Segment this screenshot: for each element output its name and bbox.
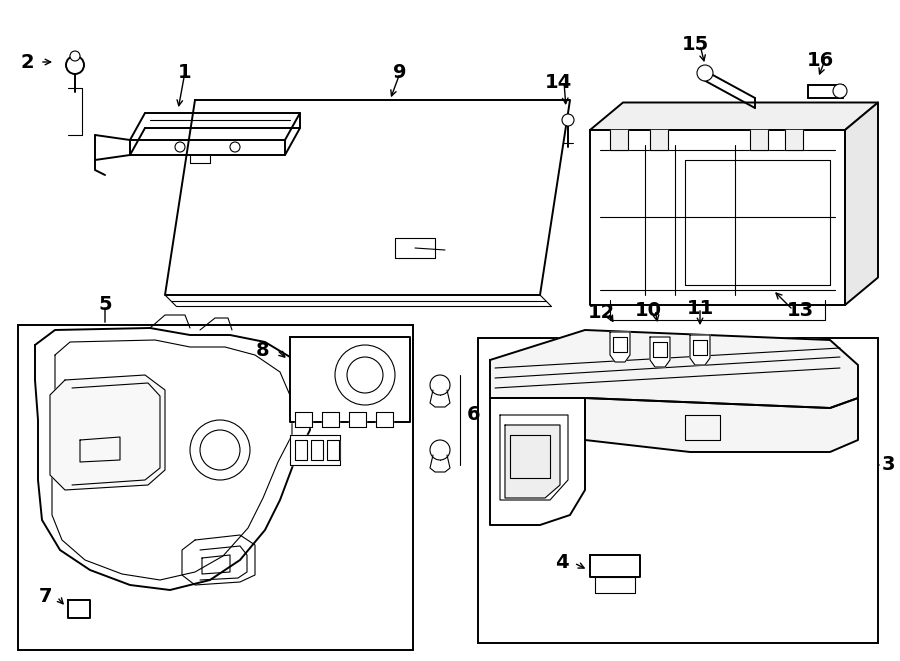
Polygon shape <box>35 328 310 590</box>
Polygon shape <box>327 440 339 460</box>
Text: 7: 7 <box>38 588 52 607</box>
Polygon shape <box>290 435 340 465</box>
Polygon shape <box>590 555 640 577</box>
Polygon shape <box>785 130 803 150</box>
Text: 12: 12 <box>588 303 615 323</box>
Circle shape <box>66 56 84 74</box>
Circle shape <box>175 142 185 152</box>
Polygon shape <box>690 335 710 365</box>
Text: 4: 4 <box>555 553 569 572</box>
Circle shape <box>335 345 395 405</box>
Polygon shape <box>610 332 630 362</box>
Text: 11: 11 <box>687 299 714 317</box>
Bar <box>478 338 878 643</box>
Polygon shape <box>585 398 858 452</box>
Polygon shape <box>130 140 285 155</box>
Text: 13: 13 <box>787 301 814 319</box>
Circle shape <box>230 142 240 152</box>
Polygon shape <box>595 577 635 593</box>
Text: 14: 14 <box>544 73 572 91</box>
Text: 10: 10 <box>634 301 662 319</box>
Polygon shape <box>376 412 393 427</box>
Circle shape <box>200 430 240 470</box>
Circle shape <box>562 114 574 126</box>
Polygon shape <box>490 330 858 408</box>
Polygon shape <box>68 600 90 618</box>
Text: 2: 2 <box>20 52 34 71</box>
Polygon shape <box>290 337 410 422</box>
Polygon shape <box>650 130 668 150</box>
Text: 5: 5 <box>98 295 112 315</box>
Polygon shape <box>650 337 670 367</box>
Circle shape <box>347 357 383 393</box>
Polygon shape <box>610 130 628 150</box>
Text: 6: 6 <box>467 405 481 424</box>
Circle shape <box>190 420 250 480</box>
Circle shape <box>430 375 450 395</box>
Circle shape <box>70 51 80 61</box>
Text: 9: 9 <box>393 63 407 83</box>
Circle shape <box>833 84 847 98</box>
Polygon shape <box>505 425 560 498</box>
Polygon shape <box>490 398 585 525</box>
Polygon shape <box>295 440 307 460</box>
Text: 16: 16 <box>806 50 833 69</box>
Polygon shape <box>750 130 768 150</box>
Polygon shape <box>590 102 878 130</box>
Polygon shape <box>311 440 323 460</box>
Bar <box>18 325 413 650</box>
Polygon shape <box>165 100 570 295</box>
Polygon shape <box>590 130 845 305</box>
Text: 1: 1 <box>178 63 192 81</box>
Polygon shape <box>322 412 339 427</box>
Text: 8: 8 <box>256 340 270 360</box>
Circle shape <box>697 65 713 81</box>
Text: 15: 15 <box>681 36 708 54</box>
Circle shape <box>430 440 450 460</box>
Polygon shape <box>349 412 366 427</box>
Polygon shape <box>295 412 312 427</box>
Polygon shape <box>50 375 165 490</box>
Text: 3: 3 <box>881 455 895 475</box>
Polygon shape <box>845 102 878 305</box>
